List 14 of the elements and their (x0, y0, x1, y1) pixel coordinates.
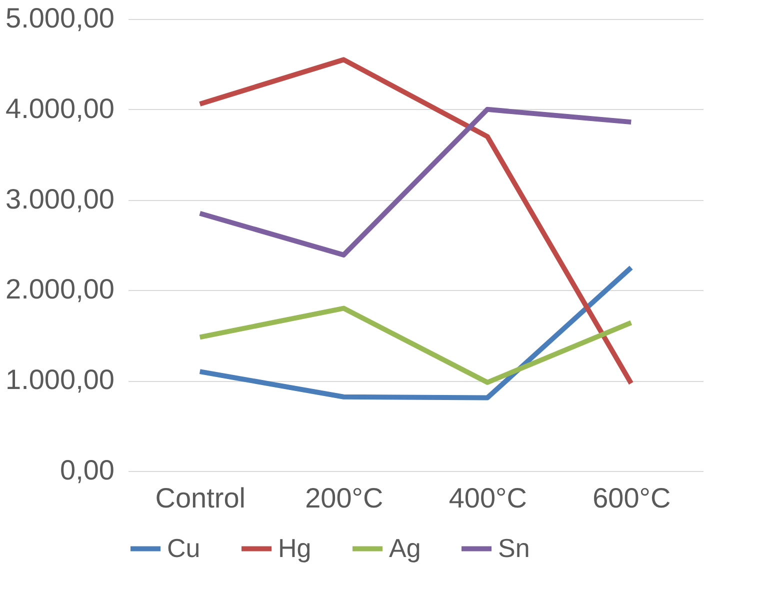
x-tick-label: 400°C (448, 482, 527, 514)
legend-label: Cu (167, 532, 200, 563)
x-tick-label: 600°C (592, 482, 671, 514)
x-tick-label: 200°C (305, 482, 384, 514)
legend-label: Ag (389, 532, 421, 563)
x-tick-label: Control (155, 482, 246, 514)
y-tick-label: 1.000,00 (6, 364, 114, 396)
y-tick-label: 3.000,00 (6, 183, 114, 214)
y-tick-label: 4.000,00 (6, 92, 114, 124)
legend-label: Sn (498, 532, 530, 563)
legend-label: Hg (278, 532, 312, 563)
y-tick-label: 5.000,00 (6, 2, 114, 34)
y-tick-label: 0,00 (60, 454, 114, 486)
y-tick-label: 2.000,00 (6, 274, 114, 305)
